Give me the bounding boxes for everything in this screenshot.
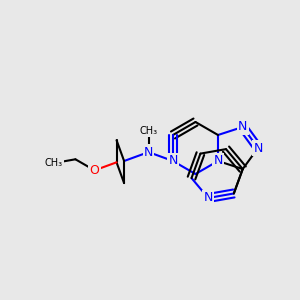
Text: CH₃: CH₃ (45, 158, 63, 168)
Text: N: N (253, 142, 263, 154)
Text: N: N (203, 191, 213, 205)
Text: N: N (144, 146, 153, 159)
Text: N: N (168, 154, 178, 167)
Text: CH₃: CH₃ (140, 126, 158, 136)
Text: N: N (238, 121, 247, 134)
Text: O: O (90, 164, 100, 177)
Text: N: N (213, 154, 223, 167)
